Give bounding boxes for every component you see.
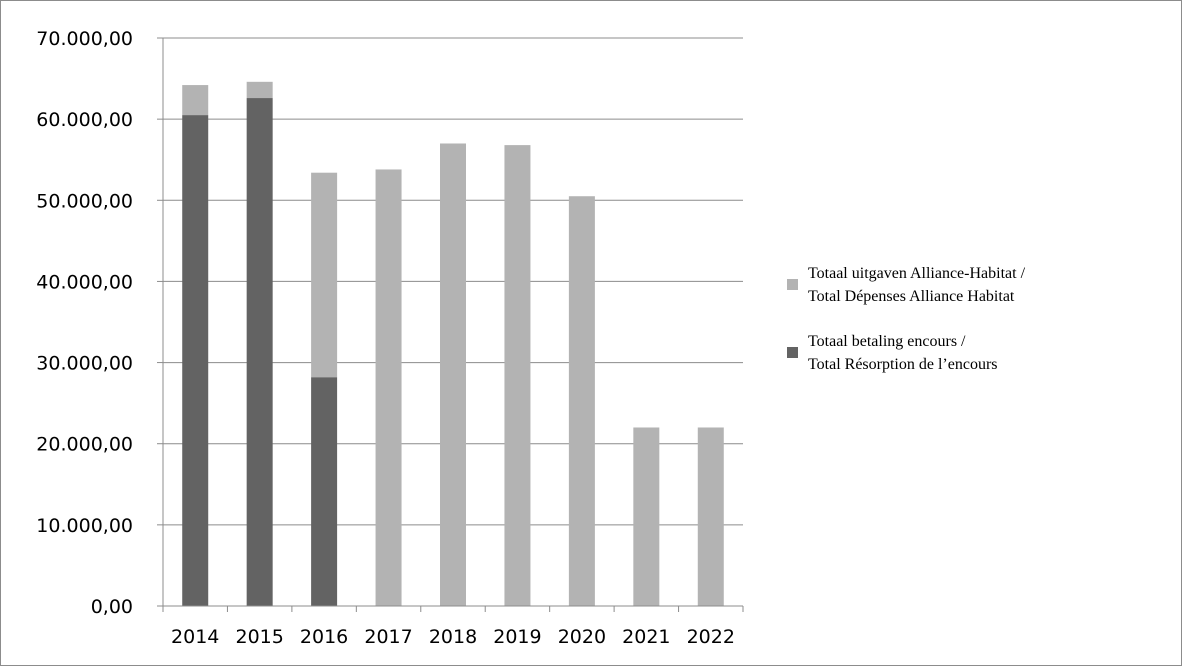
legend-label-alliance-habitat-line1: Totaal uitgaven Alliance-Habitat /: [808, 265, 1026, 282]
legend-swatch-encours: [787, 347, 798, 358]
axes: [157, 37, 744, 612]
legend-item-alliance-habitat: Totaal uitgaven Alliance-Habitat / Total…: [787, 262, 1025, 308]
legend-label-encours-line1: Totaal betaling encours /: [808, 333, 966, 350]
y-tick-label: 40.000,00: [36, 271, 133, 293]
bar-2014-series-0: [182, 115, 209, 606]
bar-2016-series-0: [311, 377, 338, 606]
bar-group: [182, 81, 724, 607]
bar-2014-series-1: [182, 85, 209, 116]
x-tick-label: 2018: [429, 626, 477, 648]
bar-2021-series-1: [633, 427, 660, 606]
bar-2017-series-1: [375, 169, 402, 607]
y-tick-label: 10.000,00: [36, 515, 133, 537]
x-tick-label: 2017: [364, 626, 412, 648]
bar-2019-series-1: [504, 145, 531, 606]
legend-label-encours-line2: Total Résorption de l’encours: [808, 356, 998, 373]
bar-2018-series-1: [440, 143, 466, 606]
x-tick-label: 2021: [622, 626, 670, 648]
x-tick-label: 2020: [558, 626, 606, 648]
x-tick-label: 2014: [171, 626, 219, 648]
bar-2015-series-0: [246, 98, 273, 606]
bar-2022-series-1: [697, 427, 724, 606]
y-tick-label: 60.000,00: [36, 109, 133, 131]
y-tick-label: 30.000,00: [36, 353, 133, 375]
tick-labels: 0,00 10.000,00 20.000,00 30.000,00 40.000,00…: [36, 28, 735, 648]
legend-item-encours: Totaal betaling encours / Total Résorpti…: [787, 330, 1025, 376]
legend-swatch-alliance-habitat: [787, 279, 798, 290]
y-tick-label: 20.000,00: [36, 434, 133, 456]
bar-2020-series-1: [568, 196, 595, 606]
y-tick-label: 70.000,00: [36, 28, 133, 50]
x-tick-label: 2022: [687, 626, 735, 648]
x-tick-label: 2019: [493, 626, 541, 648]
y-tick-label: 0,00: [91, 596, 133, 618]
bar-2015-series-1: [246, 81, 273, 99]
legend: Totaal uitgaven Alliance-Habitat / Total…: [787, 262, 1025, 398]
legend-label-alliance-habitat-line2: Total Dépenses Alliance Habitat: [808, 288, 1015, 305]
bar-2016-series-1: [311, 172, 338, 378]
x-tick-label: 2015: [235, 626, 283, 648]
x-tick-label: 2016: [300, 626, 348, 648]
y-tick-label: 50.000,00: [36, 190, 133, 212]
